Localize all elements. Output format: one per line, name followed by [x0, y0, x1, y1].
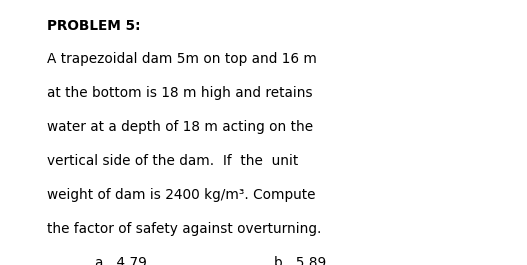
Text: a.  4.79: a. 4.79	[95, 256, 147, 265]
Text: PROBLEM 5:: PROBLEM 5:	[47, 19, 141, 33]
Text: b.  5.89: b. 5.89	[274, 256, 326, 265]
Text: A trapezoidal dam 5m on top and 16 m: A trapezoidal dam 5m on top and 16 m	[47, 52, 317, 67]
Text: at the bottom is 18 m high and retains: at the bottom is 18 m high and retains	[47, 86, 313, 100]
Text: weight of dam is 2400 kg/m³. Compute: weight of dam is 2400 kg/m³. Compute	[47, 188, 316, 202]
Text: water at a depth of 18 m acting on the: water at a depth of 18 m acting on the	[47, 120, 314, 134]
Text: vertical side of the dam.  If  the  unit: vertical side of the dam. If the unit	[47, 154, 299, 168]
Text: the factor of safety against overturning.: the factor of safety against overturning…	[47, 222, 322, 236]
